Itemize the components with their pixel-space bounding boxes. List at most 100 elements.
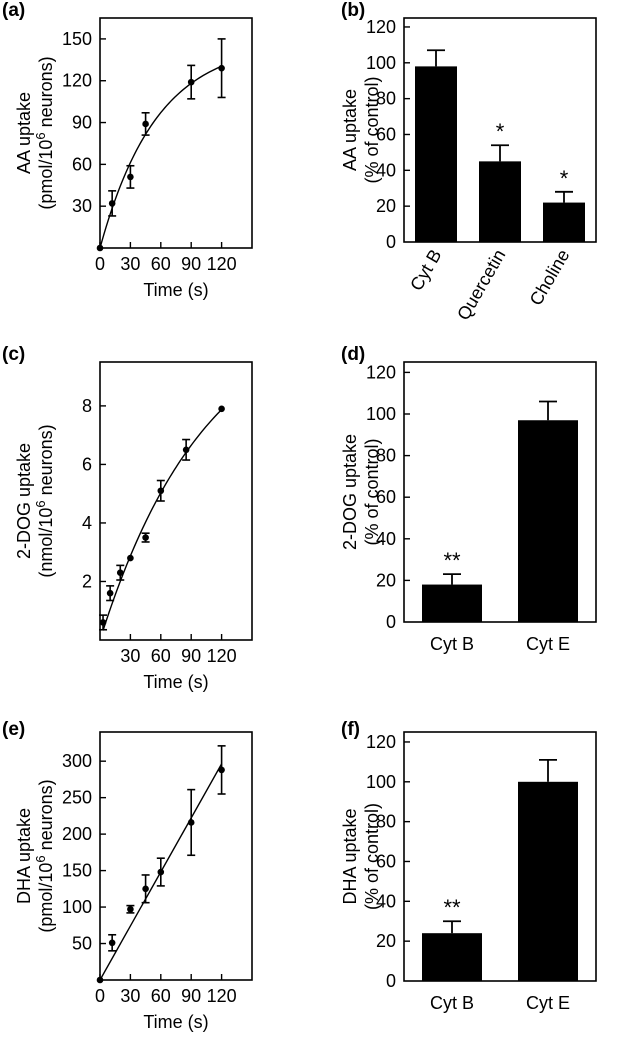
x-tick-label: 90 <box>181 646 201 666</box>
data-point <box>108 200 116 207</box>
data-point <box>127 554 134 562</box>
y-tick-label: 150 <box>62 29 92 49</box>
panel-c-2dog-time-course: (c) 30 60 90 120 2 4 6 8 Time (s) 2-DOG uptake (nmo… <box>2 344 253 692</box>
y-tick-label: 250 <box>62 788 92 808</box>
data-point <box>182 446 190 454</box>
x-axis-label: Time (s) <box>143 672 208 692</box>
y-tick-label: 120 <box>62 71 92 91</box>
x-tick-label: Cyt B <box>430 634 474 654</box>
panel-label: (b) <box>341 0 365 21</box>
y-tick-label: 100 <box>62 897 92 917</box>
y-axis-unit-text: (pmol/10 <box>36 140 56 210</box>
data-point <box>96 976 104 984</box>
y-axis-unit: (nmol/106 neurons) <box>33 424 56 577</box>
data-point <box>187 819 195 826</box>
y-tick-label: 40 <box>376 160 396 180</box>
y-tick-label: 90 <box>72 113 92 133</box>
y-axis-label: AA uptake <box>14 92 34 174</box>
plot-frame <box>403 361 597 623</box>
x-axis-label: Time (s) <box>143 1012 208 1032</box>
bar <box>543 202 585 242</box>
y-tick-label: 40 <box>376 891 396 911</box>
y-tick-label: 120 <box>366 732 396 752</box>
significance-marker: ** <box>443 895 461 920</box>
panel-f-dha-inhibitors: (f) 0 20 40 60 80 100 120 DHA uptake (% of contro… <box>340 719 597 1013</box>
x-tick-label: 120 <box>207 254 237 274</box>
y-axis-unit-exponent: 6 <box>33 132 48 139</box>
panel-label: (d) <box>341 344 365 365</box>
data-point <box>187 78 195 86</box>
data-point <box>218 64 225 72</box>
data-point <box>108 939 116 947</box>
y-axis-unit-exponent: 6 <box>33 500 48 507</box>
data-point <box>116 569 124 576</box>
y-axis-unit-text: (pmol/10 <box>36 863 56 933</box>
y-axis-unit-text: neurons) <box>36 779 56 855</box>
panel-label: (a) <box>2 0 25 21</box>
data-point <box>127 173 134 181</box>
y-axis-label: 2-DOG uptake <box>14 443 34 559</box>
y-tick-label: 0 <box>386 971 396 991</box>
x-tick-label: 60 <box>151 254 171 274</box>
panel-e-dha-time-course: (e) 0 30 60 90 120 50 100 150 200 250 300 Time (s) DH… <box>2 719 253 1032</box>
panel-a-aa-time-course: (a) 0 30 60 90 120 30 60 90 120 150 Time (s) AA upta… <box>2 0 253 300</box>
fit-line <box>102 409 223 631</box>
y-tick-label: 2 <box>82 571 92 591</box>
y-tick-label: 80 <box>376 446 396 466</box>
plot-frame <box>99 731 253 981</box>
y-tick-label: 100 <box>366 53 396 73</box>
data-point <box>218 766 225 774</box>
plot-frame <box>403 731 597 982</box>
y-tick-label: 20 <box>376 570 396 590</box>
x-tick-label: 0 <box>95 986 105 1006</box>
x-tick-label: Choline <box>526 246 574 309</box>
y-tick-label: 60 <box>376 487 396 507</box>
panel-label: (e) <box>2 719 25 740</box>
y-axis-unit: (% of control) <box>362 438 382 545</box>
y-tick-label: 40 <box>376 529 396 549</box>
x-tick-label: 60 <box>151 986 171 1006</box>
y-tick-label: 120 <box>366 362 396 382</box>
y-tick-label: 80 <box>376 89 396 109</box>
x-tick-label: Cyt E <box>526 993 570 1013</box>
x-tick-label: 0 <box>95 254 105 274</box>
y-tick-label: 100 <box>366 772 396 792</box>
data-point <box>157 487 165 495</box>
y-tick-label: 50 <box>72 934 92 954</box>
x-tick-label: 30 <box>120 646 140 666</box>
significance-marker: ** <box>443 548 461 573</box>
panel-label: (c) <box>2 344 25 365</box>
data-point <box>157 868 165 876</box>
data-point <box>218 405 225 413</box>
panel-d-2dog-inhibitors: (d) 0 20 40 60 80 100 120 2-DOG uptake (% of cont… <box>340 344 597 654</box>
data-point <box>142 120 149 128</box>
x-tick-label: Cyt E <box>526 634 570 654</box>
y-tick-label: 200 <box>62 824 92 844</box>
fit-line <box>99 65 222 249</box>
x-tick-label: Quercetin <box>453 246 509 324</box>
y-axis-unit: (% of control) <box>362 803 382 910</box>
data-point <box>142 534 149 541</box>
bar <box>415 66 457 242</box>
y-tick-label: 30 <box>72 196 92 216</box>
y-tick-label: 80 <box>376 812 396 832</box>
x-tick-label: Cyt B <box>430 993 474 1013</box>
y-tick-label: 8 <box>82 396 92 416</box>
y-tick-label: 100 <box>366 404 396 424</box>
data-point <box>142 885 149 893</box>
y-axis-label: 2-DOG uptake <box>340 434 360 550</box>
y-axis-unit-text: (nmol/10 <box>36 508 56 578</box>
y-tick-label: 60 <box>376 124 396 144</box>
plot-frame <box>99 361 253 641</box>
y-axis-unit-exponent: 6 <box>33 855 48 862</box>
y-tick-label: 60 <box>376 851 396 871</box>
x-tick-label: 120 <box>207 646 237 666</box>
x-tick-label: 60 <box>151 646 171 666</box>
y-tick-label: 60 <box>72 154 92 174</box>
x-tick-label: 90 <box>181 986 201 1006</box>
x-tick-label: 30 <box>120 986 140 1006</box>
significance-marker: * <box>496 119 505 144</box>
x-tick-label: 120 <box>207 986 237 1006</box>
data-point <box>106 589 114 597</box>
